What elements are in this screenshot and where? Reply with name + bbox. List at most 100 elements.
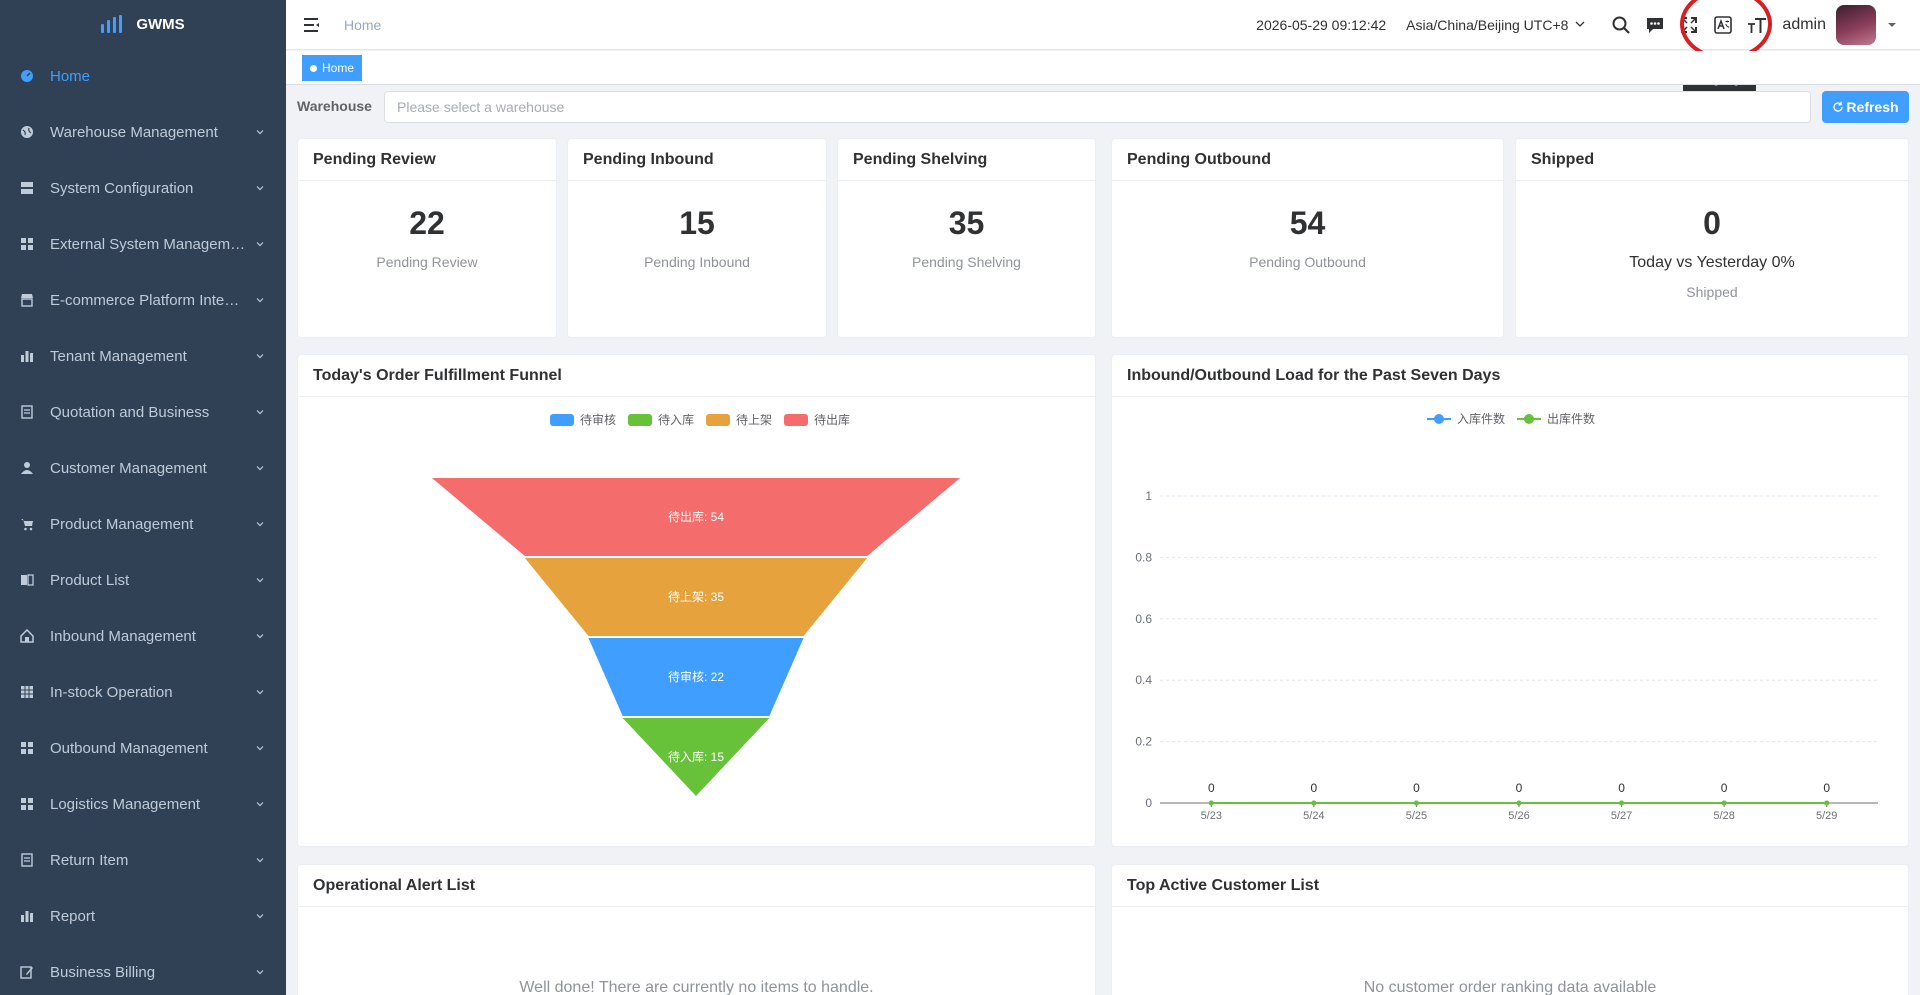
fullscreen-icon[interactable] bbox=[1672, 8, 1706, 42]
funnel-segment[interactable] bbox=[588, 638, 804, 716]
sidebar-item-return-item[interactable]: Return Item bbox=[0, 832, 286, 888]
funnel-panel: Today's Order Fulfillment Funnel 待审核 待入库待… bbox=[297, 354, 1096, 847]
legend-item[interactable]: 待审核 bbox=[550, 411, 616, 428]
sidebar-item-system-configuration[interactable]: System Configuration bbox=[0, 160, 286, 216]
sidebar-item-home[interactable]: Home bbox=[0, 48, 286, 104]
sidebar-item-product-management[interactable]: Product Management bbox=[0, 496, 286, 552]
app-logo[interactable]: GWMS bbox=[0, 0, 286, 48]
legend-line-marker bbox=[1427, 413, 1451, 425]
data-point[interactable] bbox=[1413, 800, 1419, 806]
data-label: 0 bbox=[1516, 781, 1523, 795]
hamburger-menu-icon[interactable] bbox=[302, 15, 322, 35]
language-icon[interactable] bbox=[1706, 8, 1740, 42]
data-point[interactable] bbox=[1824, 800, 1830, 806]
sidebar-item-customer-management[interactable]: Customer Management bbox=[0, 440, 286, 496]
funnel-chart: 待出库: 54 待上架: 35 待审核: 22 待入库: 15 bbox=[432, 478, 960, 796]
navbar: Home 2026-05-29 09:12:42 Asia/China/Beij… bbox=[286, 0, 1920, 50]
alert-empty-message: Well done! There are currently no items … bbox=[519, 979, 874, 995]
data-label: 0 bbox=[1413, 781, 1420, 795]
sidebar-item-inbound-management[interactable]: Inbound Management bbox=[0, 608, 286, 664]
data-label: 0 bbox=[1618, 781, 1625, 795]
sidebar-item-label: Warehouse Management bbox=[50, 123, 218, 141]
stat-subtitle: Pending Outbound bbox=[1249, 254, 1366, 270]
tags-view: Home bbox=[286, 51, 1920, 85]
data-point[interactable] bbox=[1619, 800, 1625, 806]
stat-card-pending-outbound: Pending Outbound 54 Pending Outbound bbox=[1111, 138, 1504, 338]
sidebar-item-e-commerce-platform-integr[interactable]: E-commerce Platform Integr… bbox=[0, 272, 286, 328]
warehouse-select[interactable] bbox=[384, 91, 1811, 123]
customer-panel-title: Top Active Customer List bbox=[1112, 865, 1908, 907]
legend-item[interactable]: 入库件数 bbox=[1427, 410, 1505, 427]
x-tick-label: 5/29 bbox=[1816, 810, 1837, 822]
y-tick-label: 0 bbox=[1145, 796, 1152, 810]
sidebar-item-label: Product Management bbox=[50, 515, 194, 533]
username[interactable]: admin bbox=[1782, 16, 1826, 33]
data-point[interactable] bbox=[1516, 800, 1522, 806]
stat-value: 22 bbox=[409, 205, 445, 241]
data-label: 0 bbox=[1208, 781, 1215, 795]
stat-card-title: Shipped bbox=[1516, 139, 1908, 181]
legend-item[interactable]: 待出库 bbox=[784, 411, 850, 428]
store-icon bbox=[20, 293, 34, 307]
timezone-select[interactable]: Asia/China/Beijing UTC+8 bbox=[1406, 17, 1586, 33]
stat-card-pending-inbound: Pending Inbound 15 Pending Inbound bbox=[567, 138, 827, 338]
x-tick-label: 5/27 bbox=[1611, 810, 1632, 822]
refresh-icon bbox=[1833, 101, 1844, 112]
funnel-segment[interactable] bbox=[622, 718, 770, 796]
legend-swatch bbox=[784, 413, 809, 426]
sidebar-item-tenant-management[interactable]: Tenant Management bbox=[0, 328, 286, 384]
funnel-legend: 待审核 待入库 待上架 待出库 bbox=[550, 411, 850, 428]
sidebar-item-product-list[interactable]: Product List bbox=[0, 552, 286, 608]
sidebar-item-outbound-management[interactable]: Outbound Management bbox=[0, 720, 286, 776]
sidebar-item-label: Product List bbox=[50, 571, 130, 589]
line-legend: 入库件数 出库件数 bbox=[1427, 410, 1595, 427]
tag-home[interactable]: Home bbox=[302, 55, 363, 81]
data-point[interactable] bbox=[1721, 800, 1727, 806]
legend-label: 待入库 bbox=[658, 413, 695, 427]
caret-down-icon[interactable] bbox=[1882, 15, 1902, 35]
y-tick-label: 0.6 bbox=[1135, 612, 1152, 626]
legend-label: 待上架 bbox=[736, 413, 773, 427]
search-icon[interactable] bbox=[1604, 8, 1638, 42]
sidebar-item-in-stock-operation[interactable]: In-stock Operation bbox=[0, 664, 286, 720]
funnel-segment[interactable] bbox=[432, 478, 960, 556]
sidebar-menu: Home Warehouse Management System Configura… bbox=[0, 48, 286, 995]
document-icon bbox=[20, 405, 34, 419]
funnel-segment[interactable] bbox=[524, 558, 868, 636]
data-point[interactable] bbox=[1311, 800, 1317, 806]
sidebar-item-business-billing[interactable]: Business Billing bbox=[0, 944, 286, 995]
customer-panel: Top Active Customer List No customer ord… bbox=[1111, 864, 1909, 995]
sidebar-item-logistics-management[interactable]: Logistics Management bbox=[0, 776, 286, 832]
stat-card-pending-shelving: Pending Shelving 35 Pending Shelving bbox=[837, 138, 1096, 338]
x-tick-label: 5/26 bbox=[1508, 810, 1529, 822]
x-tick-label: 5/28 bbox=[1713, 810, 1734, 822]
stat-card-shipped: Shipped 0 Today vs Yesterday 0% Shipped bbox=[1515, 138, 1909, 338]
chevron-down-icon bbox=[254, 126, 266, 138]
bar-chart-icon bbox=[20, 349, 34, 363]
legend-item[interactable]: 出库件数 bbox=[1517, 410, 1595, 427]
avatar[interactable] bbox=[1836, 5, 1876, 45]
chevron-down-icon bbox=[254, 350, 266, 362]
user-icon bbox=[20, 461, 34, 475]
sidebar-item-label: Logistics Management bbox=[50, 795, 201, 813]
sidebar-item-external-system-management[interactable]: External System Management bbox=[0, 216, 286, 272]
chevron-down-icon bbox=[254, 630, 266, 642]
legend-swatch bbox=[628, 413, 653, 426]
message-icon[interactable] bbox=[1638, 8, 1672, 42]
stat-subtitle: Shipped bbox=[1686, 284, 1738, 300]
data-point[interactable] bbox=[1208, 800, 1214, 806]
chevron-down-icon bbox=[1574, 17, 1586, 33]
font-size-icon[interactable] bbox=[1740, 8, 1774, 42]
refresh-button[interactable]: Refresh bbox=[1822, 91, 1909, 123]
tag-label: Home bbox=[322, 61, 355, 75]
legend-item[interactable]: 待入库 bbox=[628, 411, 694, 428]
breadcrumb: Home bbox=[344, 17, 382, 33]
sidebar-item-quotation-and-business[interactable]: Quotation and Business bbox=[0, 384, 286, 440]
chevron-down-icon bbox=[254, 798, 266, 810]
chevron-down-icon bbox=[254, 686, 266, 698]
sidebar-item-report[interactable]: Report bbox=[0, 888, 286, 944]
legend-item[interactable]: 待上架 bbox=[706, 411, 772, 428]
sidebar-item-warehouse-management[interactable]: Warehouse Management bbox=[0, 104, 286, 160]
x-tick-label: 5/24 bbox=[1303, 810, 1324, 822]
x-tick-label: 5/25 bbox=[1406, 810, 1427, 822]
